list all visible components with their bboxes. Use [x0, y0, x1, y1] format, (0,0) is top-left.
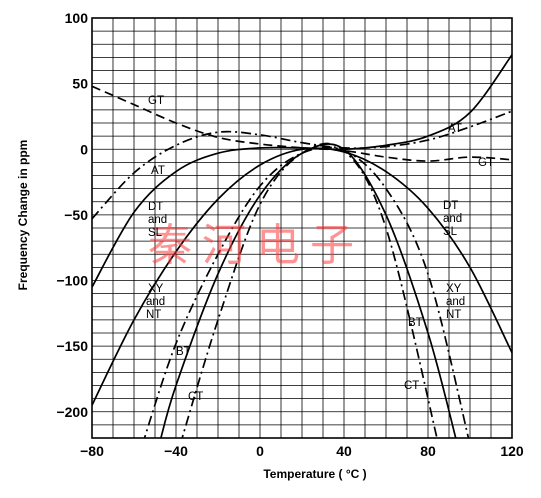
x-tick-label: 40	[336, 443, 352, 459]
x-tick-label: −80	[80, 443, 104, 459]
plot-frame	[91, 17, 513, 439]
x-tick-label: 0	[256, 443, 264, 459]
curve-label: GT	[478, 157, 494, 169]
series-line-at	[92, 54, 512, 288]
y-tick-label: 50	[72, 76, 88, 92]
curve-label: and	[446, 296, 465, 308]
curve-label: DT	[443, 200, 458, 212]
curve-label: and	[146, 296, 165, 308]
curve-label: XY	[446, 283, 462, 295]
series-line-dt-and-sl	[92, 147, 512, 406]
curve-label: BT	[408, 317, 423, 329]
y-tick-label: −100	[56, 273, 88, 289]
tick-labels: −80 −40 0 40 80 120 100 50 0 −50 −100 −150 −200	[56, 10, 523, 459]
x-axis-label: Temperature ( °C )	[263, 467, 366, 481]
curve-label: DT	[148, 201, 163, 213]
curve-label: NT	[446, 309, 461, 321]
curve-label: and	[443, 213, 462, 225]
x-tick-label: 120	[500, 443, 524, 459]
watermark-text: 秦河电子	[148, 220, 364, 271]
x-tick-label: 80	[420, 443, 436, 459]
series-line-gt	[92, 85, 512, 162]
y-tick-label: −200	[56, 404, 88, 420]
series-line-xy-and-nt	[143, 146, 470, 438]
curve-label: and	[148, 214, 167, 226]
curve-label: GT	[148, 95, 164, 107]
series-line-at	[92, 110, 512, 220]
curve-label: NT	[146, 309, 161, 321]
curve-label: BT	[176, 346, 191, 358]
curve-label: XY	[148, 283, 164, 295]
y-tick-label: 100	[65, 10, 89, 26]
data-series	[92, 54, 512, 438]
curve-label: SL	[148, 227, 163, 239]
x-tick-label: −40	[164, 443, 188, 459]
series-line-ct	[181, 142, 438, 438]
series-line-bt	[160, 143, 457, 438]
y-tick-label: 0	[80, 141, 88, 157]
y-tick-label: −50	[64, 207, 88, 223]
curve-label: AT	[448, 123, 462, 135]
curve-labels: GTATDTandSLXYandNTBTCTATGTDTandSLXYandNT…	[146, 95, 494, 403]
curve-label: SL	[443, 226, 458, 238]
y-tick-label: −150	[56, 338, 88, 354]
plot-border	[91, 17, 513, 439]
curve-label: AT	[151, 165, 165, 177]
grid	[91, 17, 513, 439]
curve-label: CT	[404, 380, 419, 392]
curve-label: CT	[188, 391, 203, 403]
y-axis-label: Frequency Change in ppm	[16, 140, 30, 291]
